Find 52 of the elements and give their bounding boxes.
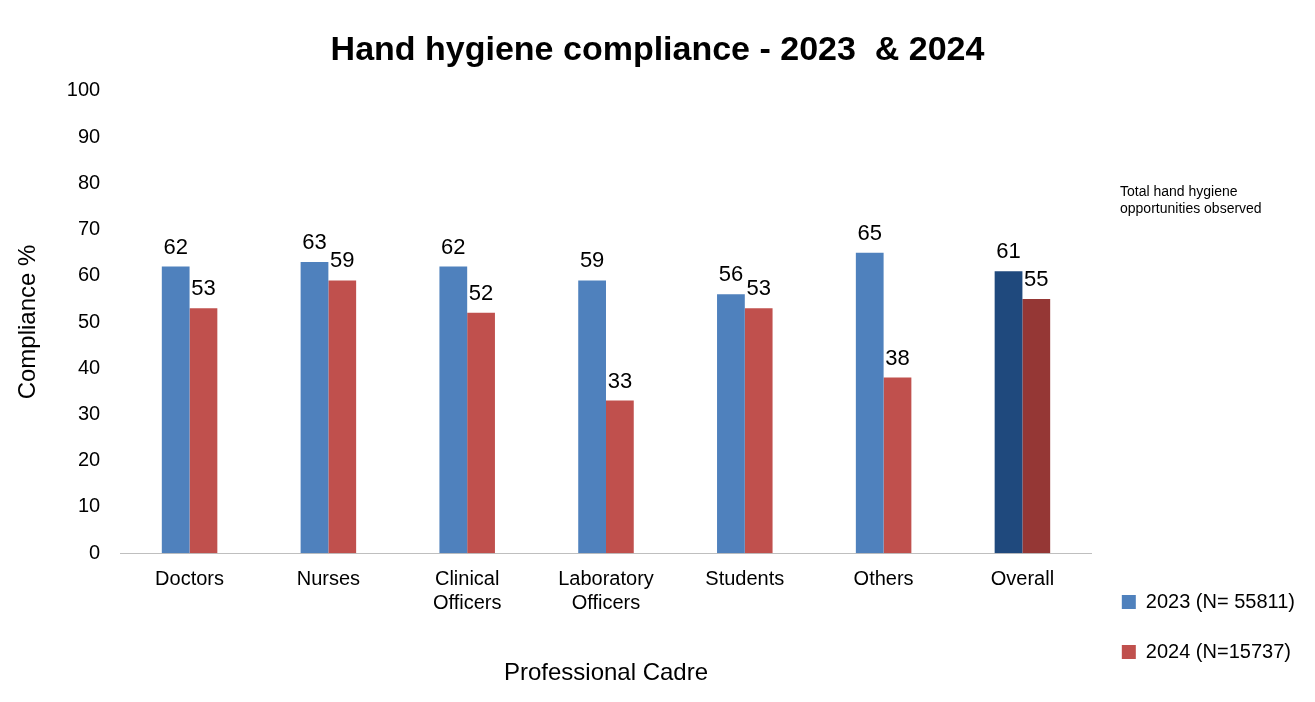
x-tick-label: Doctors <box>155 566 225 589</box>
y-tick-label: 0 <box>89 540 101 563</box>
bar <box>1022 298 1051 554</box>
bar <box>855 252 884 554</box>
x-tick-label: Others <box>853 566 914 589</box>
bar <box>161 266 190 554</box>
y-tick-label: 70 <box>77 217 101 240</box>
bar <box>994 271 1023 554</box>
y-tick-label: 80 <box>77 170 101 193</box>
bar <box>744 308 773 554</box>
text: Total hand hygiene opportunities observed <box>1120 182 1262 216</box>
bar <box>300 261 329 554</box>
data-label: 55 <box>1024 265 1049 291</box>
data-label: 53 <box>191 275 216 301</box>
data-label: 52 <box>468 279 494 305</box>
bar <box>439 266 468 554</box>
y-tick-label: 10 <box>77 494 101 517</box>
data-label: 65 <box>857 219 882 245</box>
data-label: 38 <box>885 344 910 370</box>
bar <box>717 294 745 554</box>
legend-label: 2023 (N= 55811) <box>1145 589 1296 612</box>
y-tick-label: 60 <box>77 263 101 286</box>
data-label: 33 <box>607 367 633 393</box>
x-axis-title: Professional Cadre <box>503 658 709 686</box>
y-tick-label: 30 <box>77 402 101 424</box>
data-label: 63 <box>302 228 327 254</box>
y-tick-label: 20 <box>77 448 101 471</box>
x-tick-label: Overall <box>990 566 1055 589</box>
bar <box>578 280 606 554</box>
bar <box>883 377 912 554</box>
x-tick-label: Laboratory Officers <box>558 566 654 613</box>
chart-title: Hand hygiene compliance - 2023 & 2024 <box>330 28 985 67</box>
x-tick-label: Nurses <box>296 566 361 589</box>
data-label: 53 <box>746 275 771 301</box>
bar <box>467 312 495 554</box>
data-label: 59 <box>579 247 605 273</box>
data-label: 56 <box>718 261 744 287</box>
y-tick-label: 90 <box>77 124 101 147</box>
bar <box>328 280 357 554</box>
data-label: 62 <box>163 233 188 259</box>
y-tick-label: 40 <box>77 355 101 378</box>
y-tick-label: 50 <box>77 309 101 332</box>
x-tick-label: Students <box>705 566 785 589</box>
y-tick-label: 100 <box>66 78 101 101</box>
x-tick-label: Clinical Officers <box>432 566 502 613</box>
bar <box>189 308 218 554</box>
legend-label: 2024 (N=15737) <box>1145 639 1291 662</box>
data-label: 61 <box>996 238 1021 264</box>
bar <box>606 400 634 554</box>
y-axis-title: Compliance % <box>13 244 41 400</box>
data-label: 59 <box>330 247 355 273</box>
data-label: 62 <box>441 233 466 259</box>
